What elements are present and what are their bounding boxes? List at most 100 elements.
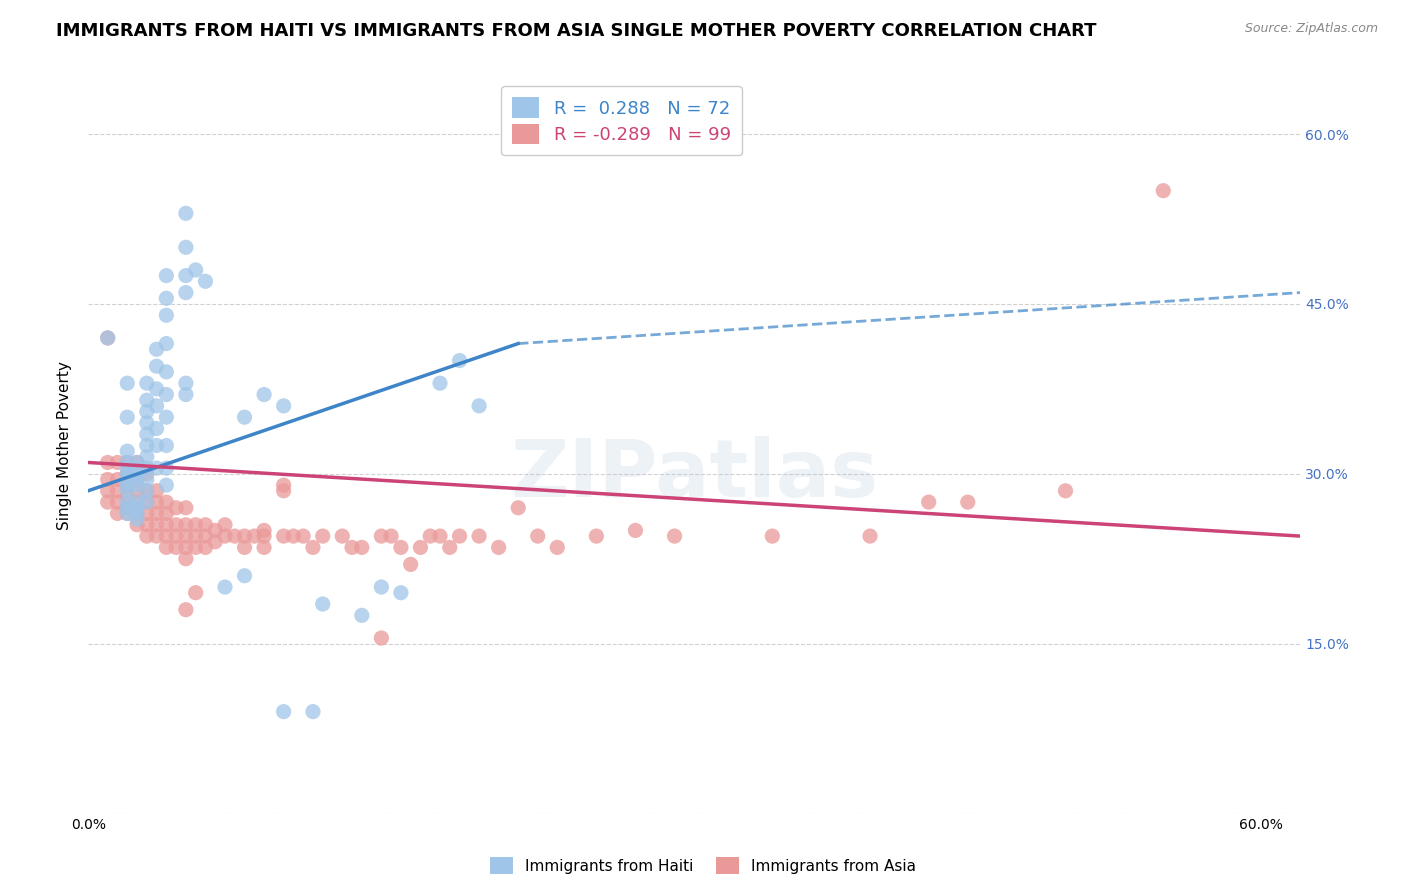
Point bbox=[165, 541, 187, 555]
Point bbox=[125, 455, 148, 469]
Point bbox=[145, 507, 167, 521]
Point bbox=[135, 495, 157, 509]
Point bbox=[488, 541, 510, 555]
Point bbox=[526, 529, 548, 543]
Point bbox=[761, 529, 783, 543]
Point bbox=[273, 705, 295, 719]
Point bbox=[194, 541, 217, 555]
Point bbox=[117, 500, 139, 515]
Point bbox=[117, 376, 139, 391]
Point bbox=[380, 529, 402, 543]
Point bbox=[214, 580, 236, 594]
Point bbox=[125, 473, 148, 487]
Point bbox=[468, 529, 491, 543]
Point bbox=[145, 461, 167, 475]
Point bbox=[107, 455, 129, 469]
Point bbox=[135, 393, 157, 408]
Point bbox=[233, 568, 256, 582]
Point bbox=[253, 387, 276, 401]
Point bbox=[214, 529, 236, 543]
Legend: Immigrants from Haiti, Immigrants from Asia: Immigrants from Haiti, Immigrants from A… bbox=[484, 851, 922, 880]
Point bbox=[174, 603, 197, 617]
Point bbox=[135, 495, 157, 509]
Point bbox=[273, 529, 295, 543]
Point bbox=[125, 473, 148, 487]
Point bbox=[409, 541, 432, 555]
Point bbox=[107, 483, 129, 498]
Point bbox=[117, 467, 139, 481]
Point bbox=[145, 529, 167, 543]
Point bbox=[174, 240, 197, 254]
Point bbox=[468, 399, 491, 413]
Point bbox=[253, 529, 276, 543]
Point bbox=[194, 529, 217, 543]
Point bbox=[184, 541, 207, 555]
Point bbox=[135, 483, 157, 498]
Point bbox=[233, 529, 256, 543]
Point bbox=[312, 597, 335, 611]
Point bbox=[174, 387, 197, 401]
Point bbox=[370, 580, 392, 594]
Point bbox=[107, 507, 129, 521]
Point bbox=[399, 558, 422, 572]
Point bbox=[233, 410, 256, 425]
Point bbox=[125, 483, 148, 498]
Point bbox=[145, 421, 167, 435]
Point bbox=[389, 541, 412, 555]
Point bbox=[184, 585, 207, 599]
Point bbox=[1054, 483, 1077, 498]
Point bbox=[145, 483, 167, 498]
Point bbox=[97, 331, 120, 345]
Point bbox=[1152, 184, 1174, 198]
Point bbox=[135, 507, 157, 521]
Point bbox=[135, 529, 157, 543]
Point bbox=[429, 376, 451, 391]
Point bbox=[135, 438, 157, 452]
Point bbox=[135, 416, 157, 430]
Point bbox=[546, 541, 568, 555]
Point bbox=[155, 478, 177, 492]
Point bbox=[135, 450, 157, 464]
Point bbox=[117, 490, 139, 504]
Point bbox=[184, 517, 207, 532]
Point bbox=[125, 461, 148, 475]
Point bbox=[165, 529, 187, 543]
Point bbox=[97, 455, 120, 469]
Point bbox=[174, 517, 197, 532]
Point bbox=[370, 529, 392, 543]
Point bbox=[859, 529, 882, 543]
Point bbox=[125, 507, 148, 521]
Point bbox=[508, 500, 530, 515]
Point bbox=[145, 438, 167, 452]
Point bbox=[125, 495, 148, 509]
Point bbox=[155, 529, 177, 543]
Point bbox=[125, 517, 148, 532]
Point bbox=[204, 534, 226, 549]
Point bbox=[419, 529, 441, 543]
Point bbox=[273, 478, 295, 492]
Point bbox=[389, 585, 412, 599]
Point bbox=[273, 483, 295, 498]
Point bbox=[117, 507, 139, 521]
Point bbox=[174, 529, 197, 543]
Point bbox=[117, 478, 139, 492]
Point bbox=[117, 500, 139, 515]
Point bbox=[174, 500, 197, 515]
Point bbox=[97, 495, 120, 509]
Point bbox=[585, 529, 607, 543]
Point bbox=[135, 517, 157, 532]
Point bbox=[283, 529, 305, 543]
Point bbox=[145, 517, 167, 532]
Point bbox=[155, 336, 177, 351]
Point bbox=[145, 343, 167, 357]
Point bbox=[97, 473, 120, 487]
Point bbox=[165, 517, 187, 532]
Point bbox=[155, 387, 177, 401]
Point bbox=[214, 517, 236, 532]
Point bbox=[145, 399, 167, 413]
Point bbox=[117, 455, 139, 469]
Point bbox=[204, 524, 226, 538]
Point bbox=[97, 483, 120, 498]
Point bbox=[117, 473, 139, 487]
Point bbox=[145, 382, 167, 396]
